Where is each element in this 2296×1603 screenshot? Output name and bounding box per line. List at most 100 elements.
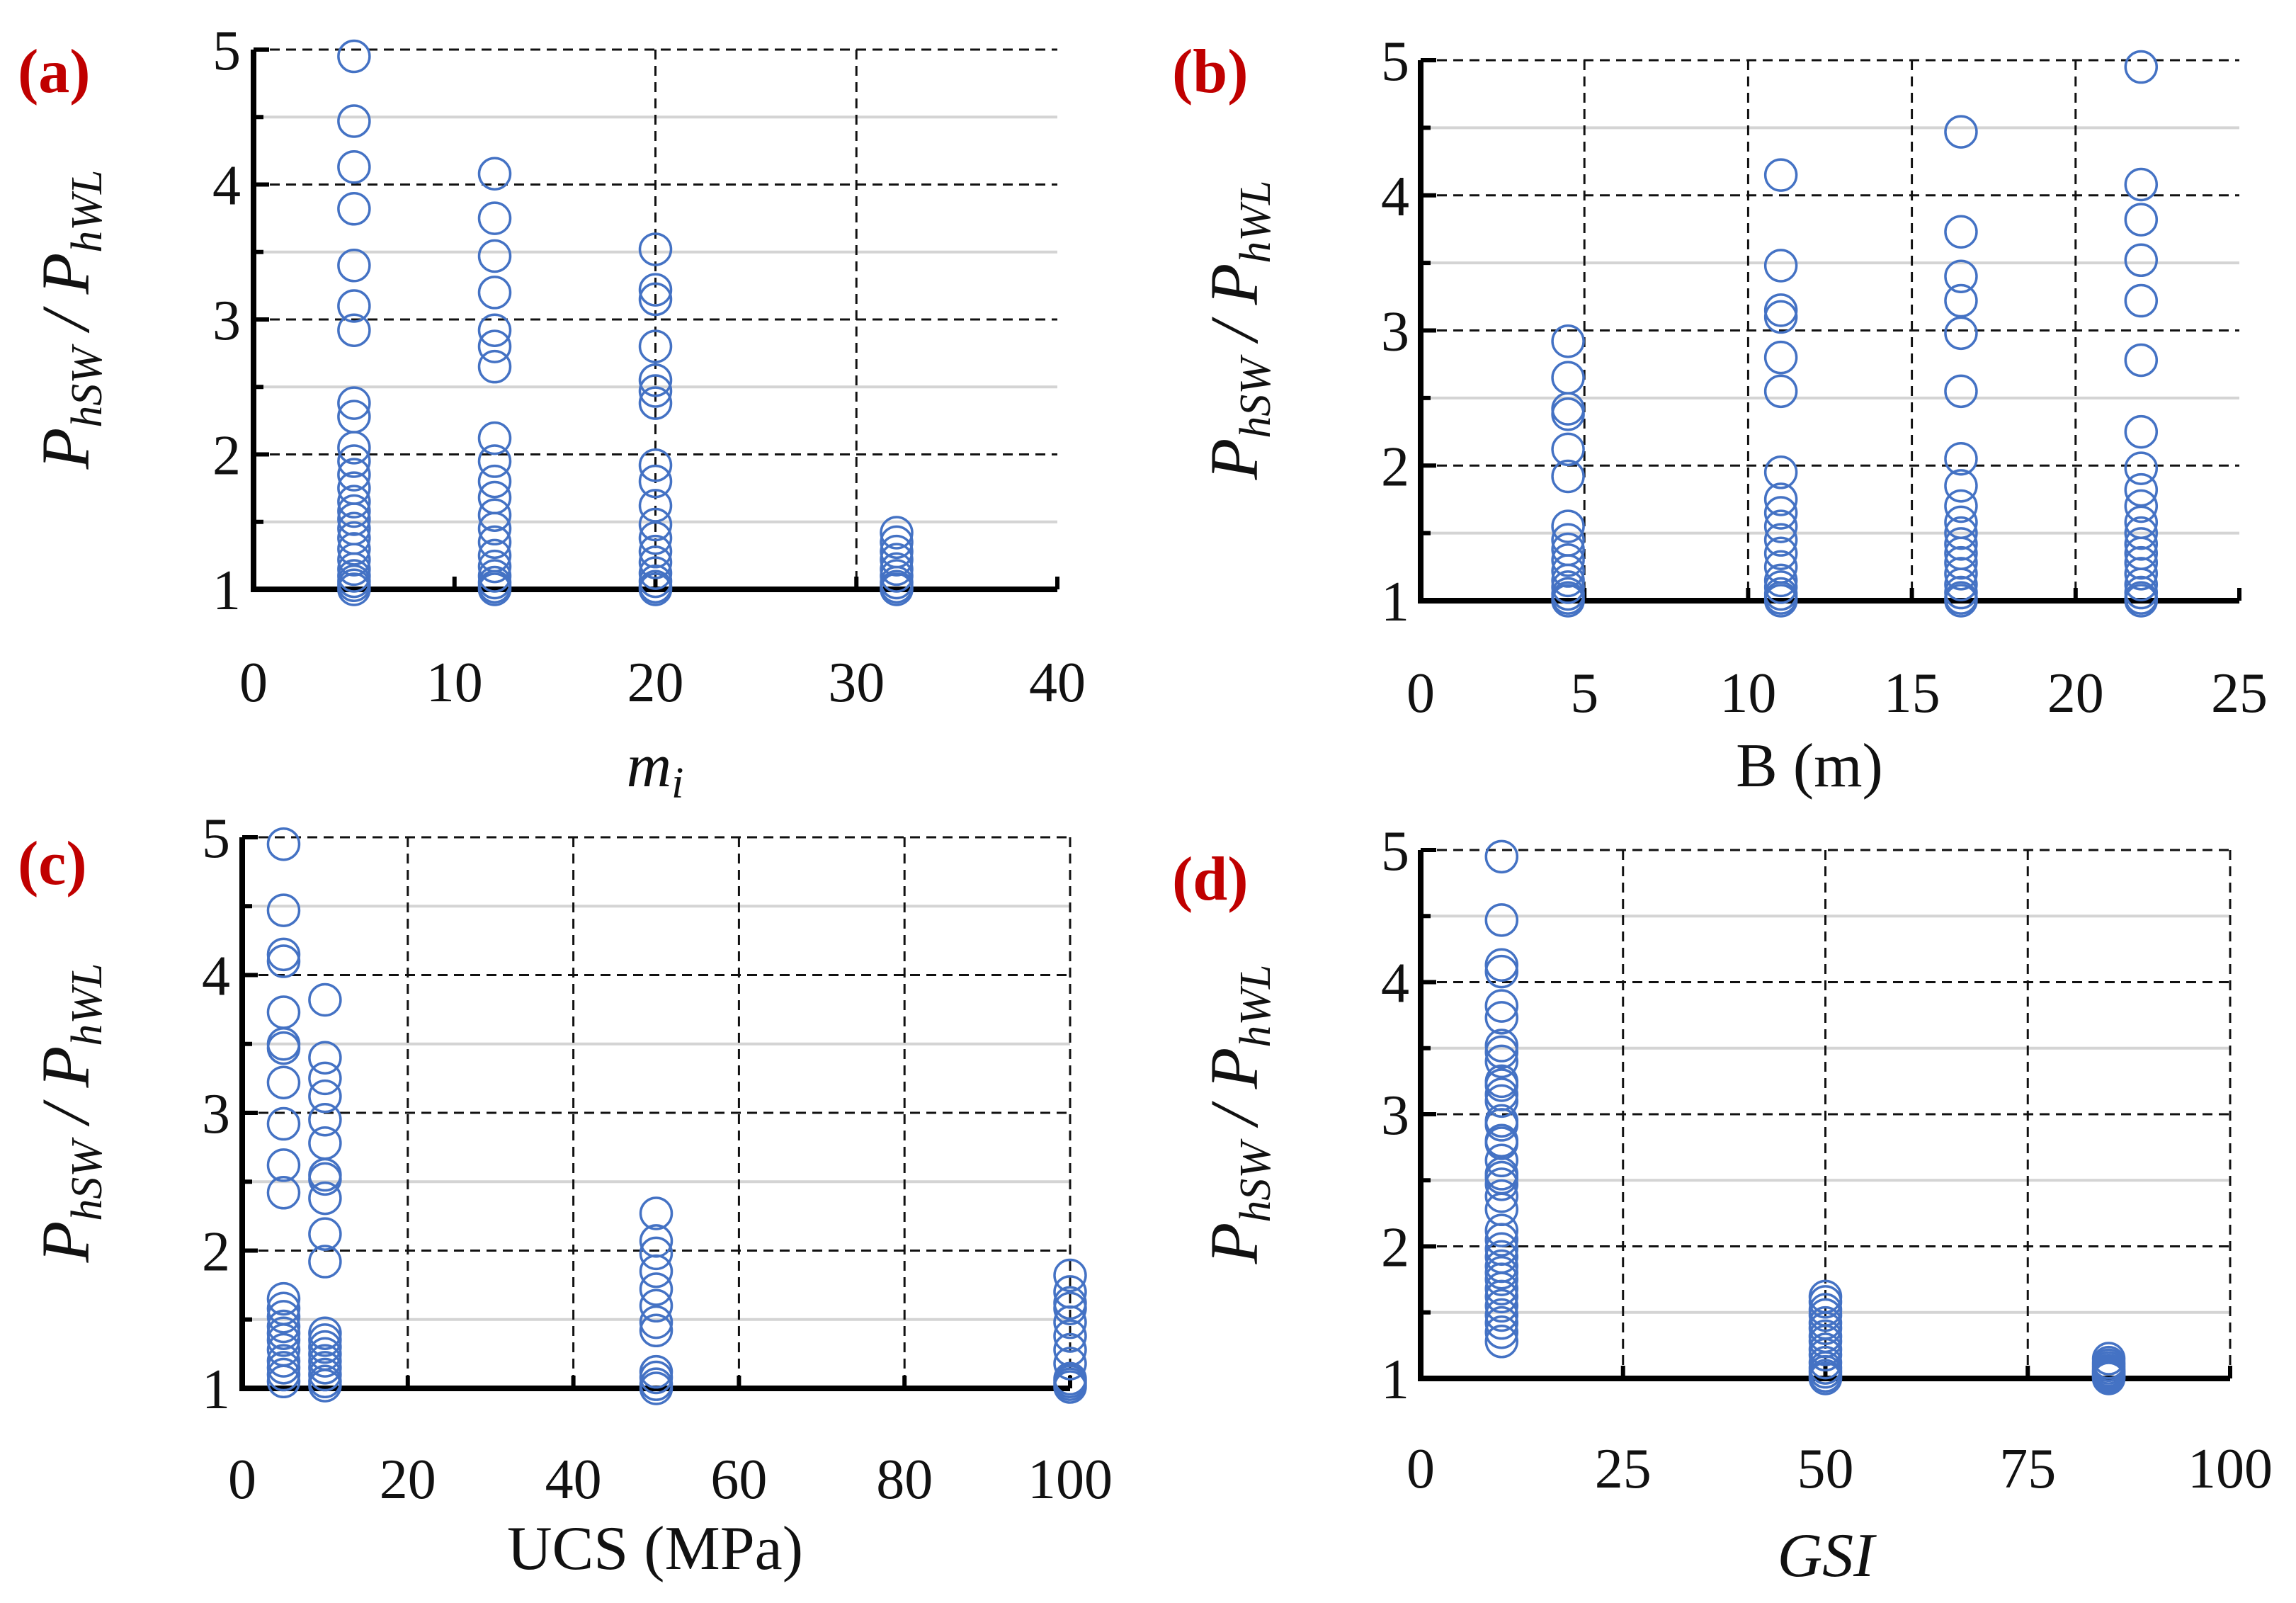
data-point-b [1551, 432, 1585, 467]
data-point-a [337, 400, 371, 434]
data-point-b [1944, 567, 1978, 601]
data-point-a [880, 525, 914, 560]
y-tick-label-d: 2 [1381, 1217, 1409, 1279]
x-tick-label-a: 40 [1029, 652, 1086, 714]
data-point-b [1763, 523, 1798, 557]
data-point-c [639, 1288, 674, 1323]
x-tick-label-c: 100 [1028, 1449, 1113, 1511]
data-point-a [337, 552, 371, 587]
data-point-d [1484, 1279, 1519, 1314]
data-point-a [337, 572, 371, 606]
y-tick-label-b: 2 [1381, 436, 1409, 498]
y-axis-title-c: PhSW / PhWL [28, 963, 111, 1264]
data-point-a [477, 201, 512, 235]
panel-label-d: (d) [1172, 845, 1249, 914]
data-point-b [1763, 374, 1798, 409]
x-tick-label-c: 40 [545, 1449, 602, 1511]
data-point-c [308, 1323, 342, 1357]
y-tick-label-a: 3 [212, 290, 241, 352]
x-tick-label-b: 15 [1884, 662, 1940, 725]
data-point-a [477, 572, 512, 606]
data-point-b [1944, 516, 1978, 550]
data-point-c [266, 1148, 301, 1182]
data-point-b [1763, 509, 1798, 543]
data-point-b [1944, 283, 1978, 318]
data-point-b [1763, 536, 1798, 570]
data-point-d [1484, 1325, 1519, 1359]
y-tick-label-d: 4 [1381, 953, 1409, 1015]
data-point-c [308, 1079, 342, 1114]
data-point-b [2124, 516, 2159, 550]
x-tick-label-b: 25 [2211, 662, 2268, 725]
data-point-c [639, 1360, 674, 1395]
data-point-a [337, 192, 371, 226]
data-point-d [1484, 1223, 1519, 1257]
data-point-b [1551, 361, 1585, 395]
data-point-a [477, 421, 512, 455]
data-point-b [1944, 115, 1978, 149]
data-point-a [337, 431, 371, 465]
data-point-d [1484, 1029, 1519, 1063]
data-point-b [1944, 374, 1978, 409]
y-tick-label-d: 1 [1381, 1349, 1409, 1411]
data-point-c [308, 1041, 342, 1075]
data-point-a [638, 572, 673, 606]
data-point-b [2124, 567, 2159, 601]
panel-c: (c) PhSW / PhWL UCS (MPa) 1 2 3 4 5 0 20 40 60 80… [18, 808, 1113, 1583]
data-point-c [266, 1309, 301, 1344]
data-point-b [1551, 397, 1585, 431]
data-point-b [2124, 167, 2159, 202]
data-point-a [638, 374, 673, 408]
data-point-a [337, 543, 371, 577]
data-point-a [638, 507, 673, 542]
data-point-d [1484, 1126, 1519, 1160]
y-tick-label-c: 5 [202, 808, 230, 870]
y-tick-label-c: 1 [202, 1359, 230, 1421]
data-point-d [1808, 1285, 1843, 1319]
x-axis-title-b: B (m) [1736, 732, 1883, 800]
data-point-a [337, 494, 371, 528]
data-point-c [308, 1245, 342, 1279]
data-point-b [1944, 215, 1978, 249]
data-point-d [1484, 1108, 1519, 1142]
data-point-c [1053, 1347, 1087, 1381]
data-point-d [1808, 1361, 1843, 1395]
data-point-d [1484, 1315, 1519, 1349]
x-tick-label-b: 5 [1570, 662, 1598, 725]
data-point-c [266, 1357, 301, 1392]
data-point-b [2124, 343, 2159, 378]
data-point-b [2124, 557, 2159, 591]
grid-b [1421, 59, 2239, 601]
data-point-d [1484, 1179, 1519, 1213]
data-point-a [337, 289, 371, 323]
data-point-c [266, 937, 301, 972]
data-point-a [638, 448, 673, 482]
data-point-d [1808, 1337, 1843, 1372]
data-point-c [266, 893, 301, 927]
data-point-d [1484, 839, 1519, 874]
data-point-c [308, 982, 342, 1017]
x-tick-label-c: 80 [876, 1449, 933, 1511]
data-point-c [308, 1102, 342, 1137]
data-point-b [2124, 414, 2159, 449]
data-point-c [266, 1176, 301, 1210]
data-point-c [266, 1316, 301, 1350]
data-point-a [638, 556, 673, 590]
data-point-b [1551, 543, 1585, 577]
y-axis-title-b: PhSW / PhWL [1196, 181, 1280, 481]
x-tick-label-d: 0 [1406, 1438, 1435, 1500]
data-point-b [1763, 249, 1798, 283]
data-point-d [1808, 1311, 1843, 1345]
data-point-a [880, 543, 914, 577]
data-point-a [337, 149, 371, 184]
data-point-b [1763, 300, 1798, 334]
data-point-b [1551, 324, 1585, 358]
data-point-a [337, 502, 371, 536]
data-point-c [1053, 1370, 1087, 1404]
data-point-b [2124, 451, 2159, 485]
data-point-b [1763, 496, 1798, 530]
data-point-b [2124, 243, 2159, 278]
data-point-a [477, 313, 512, 347]
